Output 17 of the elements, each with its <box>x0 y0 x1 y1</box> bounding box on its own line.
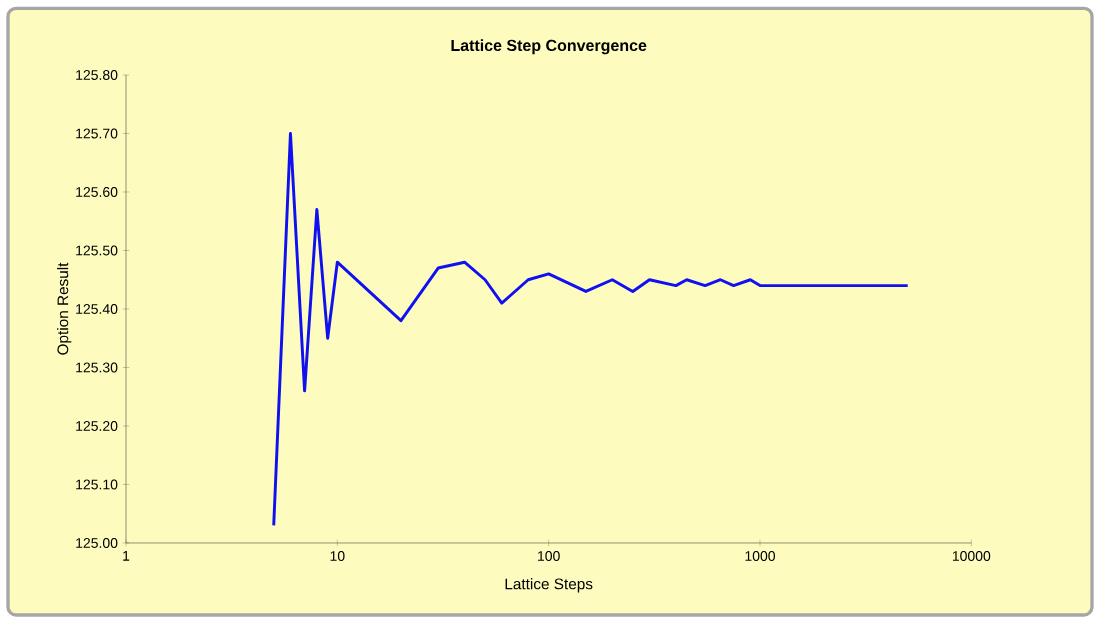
x-tick-label: 10 <box>330 551 345 561</box>
y-tick-label: 125.40 <box>76 304 118 314</box>
y-tick-label: 125.20 <box>76 421 118 431</box>
x-tick-label: 1 <box>123 551 130 561</box>
y-tick-label: 125.60 <box>76 187 118 197</box>
y-tick-label: 125.30 <box>76 362 118 373</box>
x-axis-title: Lattice Steps <box>505 578 593 593</box>
y-axis-title: Option Result <box>57 262 72 355</box>
y-tick-label: 125.70 <box>76 128 118 139</box>
x-tick-label: 100 <box>538 551 560 561</box>
y-tick-label: 125.10 <box>76 479 118 490</box>
x-tick-label: 10000 <box>952 551 991 561</box>
y-tick-label: 125.80 <box>76 70 118 80</box>
x-tick-label: 1000 <box>745 551 776 561</box>
y-tick-label: 125.50 <box>76 245 118 256</box>
chart-title: Lattice Step Convergence <box>451 39 647 55</box>
y-tick-label: 125.00 <box>76 538 118 548</box>
